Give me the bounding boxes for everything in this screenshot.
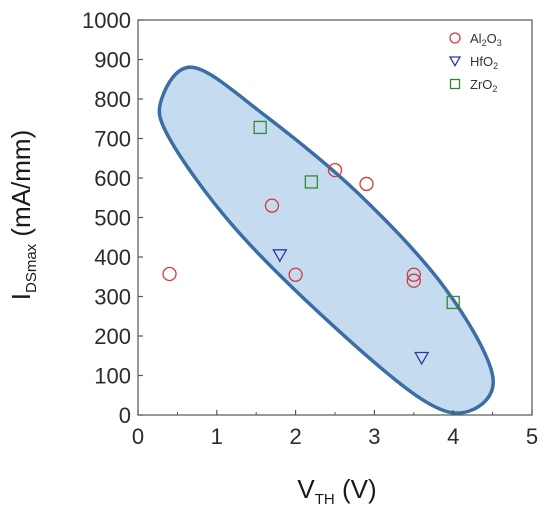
y-axis-title-unit: (mA/mm) <box>6 130 36 244</box>
x-tick-label: 1 <box>211 424 223 449</box>
y-tick-label: 1000 <box>82 8 131 33</box>
data-point-triangle-down <box>414 351 430 366</box>
data-point-triangle-down <box>272 249 288 263</box>
y-tick-label: 600 <box>94 166 131 191</box>
y-axis-title-main: I <box>6 293 36 300</box>
data-point-circle <box>359 176 374 192</box>
highlight-ellipse <box>157 65 495 415</box>
y-tick-label: 800 <box>94 87 131 112</box>
legend-marker-triangle-down <box>448 56 462 68</box>
x-axis-title: VTH (V) <box>297 474 376 508</box>
y-tick-label: 0 <box>119 403 131 428</box>
highlight-ellipse-layer <box>157 65 495 415</box>
legend-label: Al2O3 <box>470 31 502 48</box>
data-points <box>162 120 460 366</box>
legend: Al2O3 HfO2 ZrO2 <box>448 31 502 94</box>
data-point-circle <box>406 273 421 288</box>
x-tick-label: 0 <box>132 424 144 449</box>
y-tick-label: 300 <box>94 285 131 310</box>
legend-marker-square <box>449 78 461 90</box>
data-point-circle <box>327 162 343 178</box>
legend-label: ZrO2 <box>470 77 497 94</box>
data-point-circle <box>288 267 303 282</box>
x-tick-label: 3 <box>368 424 380 449</box>
axis-ticks: 0 1 2 3 4 5 0 100 200 300 400 500 600 700 800 900 1000 <box>82 8 538 449</box>
y-tick-label: 400 <box>94 245 131 270</box>
y-tick-label: 100 <box>94 364 131 389</box>
data-point-circle <box>406 267 421 282</box>
y-tick-label: 700 <box>94 127 131 152</box>
y-axis-title: IDSmax (mA/mm) <box>6 130 40 301</box>
x-axis-title-sub: TH <box>315 491 335 508</box>
y-tick-label: 900 <box>94 48 131 73</box>
x-tick-label: 2 <box>289 424 301 449</box>
y-tick-label: 500 <box>94 206 131 231</box>
legend-label: HfO2 <box>470 54 498 71</box>
y-tick-label: 200 <box>94 324 131 349</box>
data-point-circle <box>264 198 280 213</box>
data-point-square <box>253 120 267 135</box>
y-axis-title-sub: DSmax <box>23 243 40 293</box>
data-point-circle <box>162 266 177 282</box>
x-tick-label: 4 <box>447 424 459 449</box>
data-point-square <box>446 295 460 310</box>
x-axis-title-unit: (V) <box>335 474 377 504</box>
x-tick-label: 5 <box>526 424 538 449</box>
x-axis-title-main: V <box>297 474 315 504</box>
data-point-square <box>304 175 319 189</box>
legend-marker-circle <box>449 32 461 44</box>
